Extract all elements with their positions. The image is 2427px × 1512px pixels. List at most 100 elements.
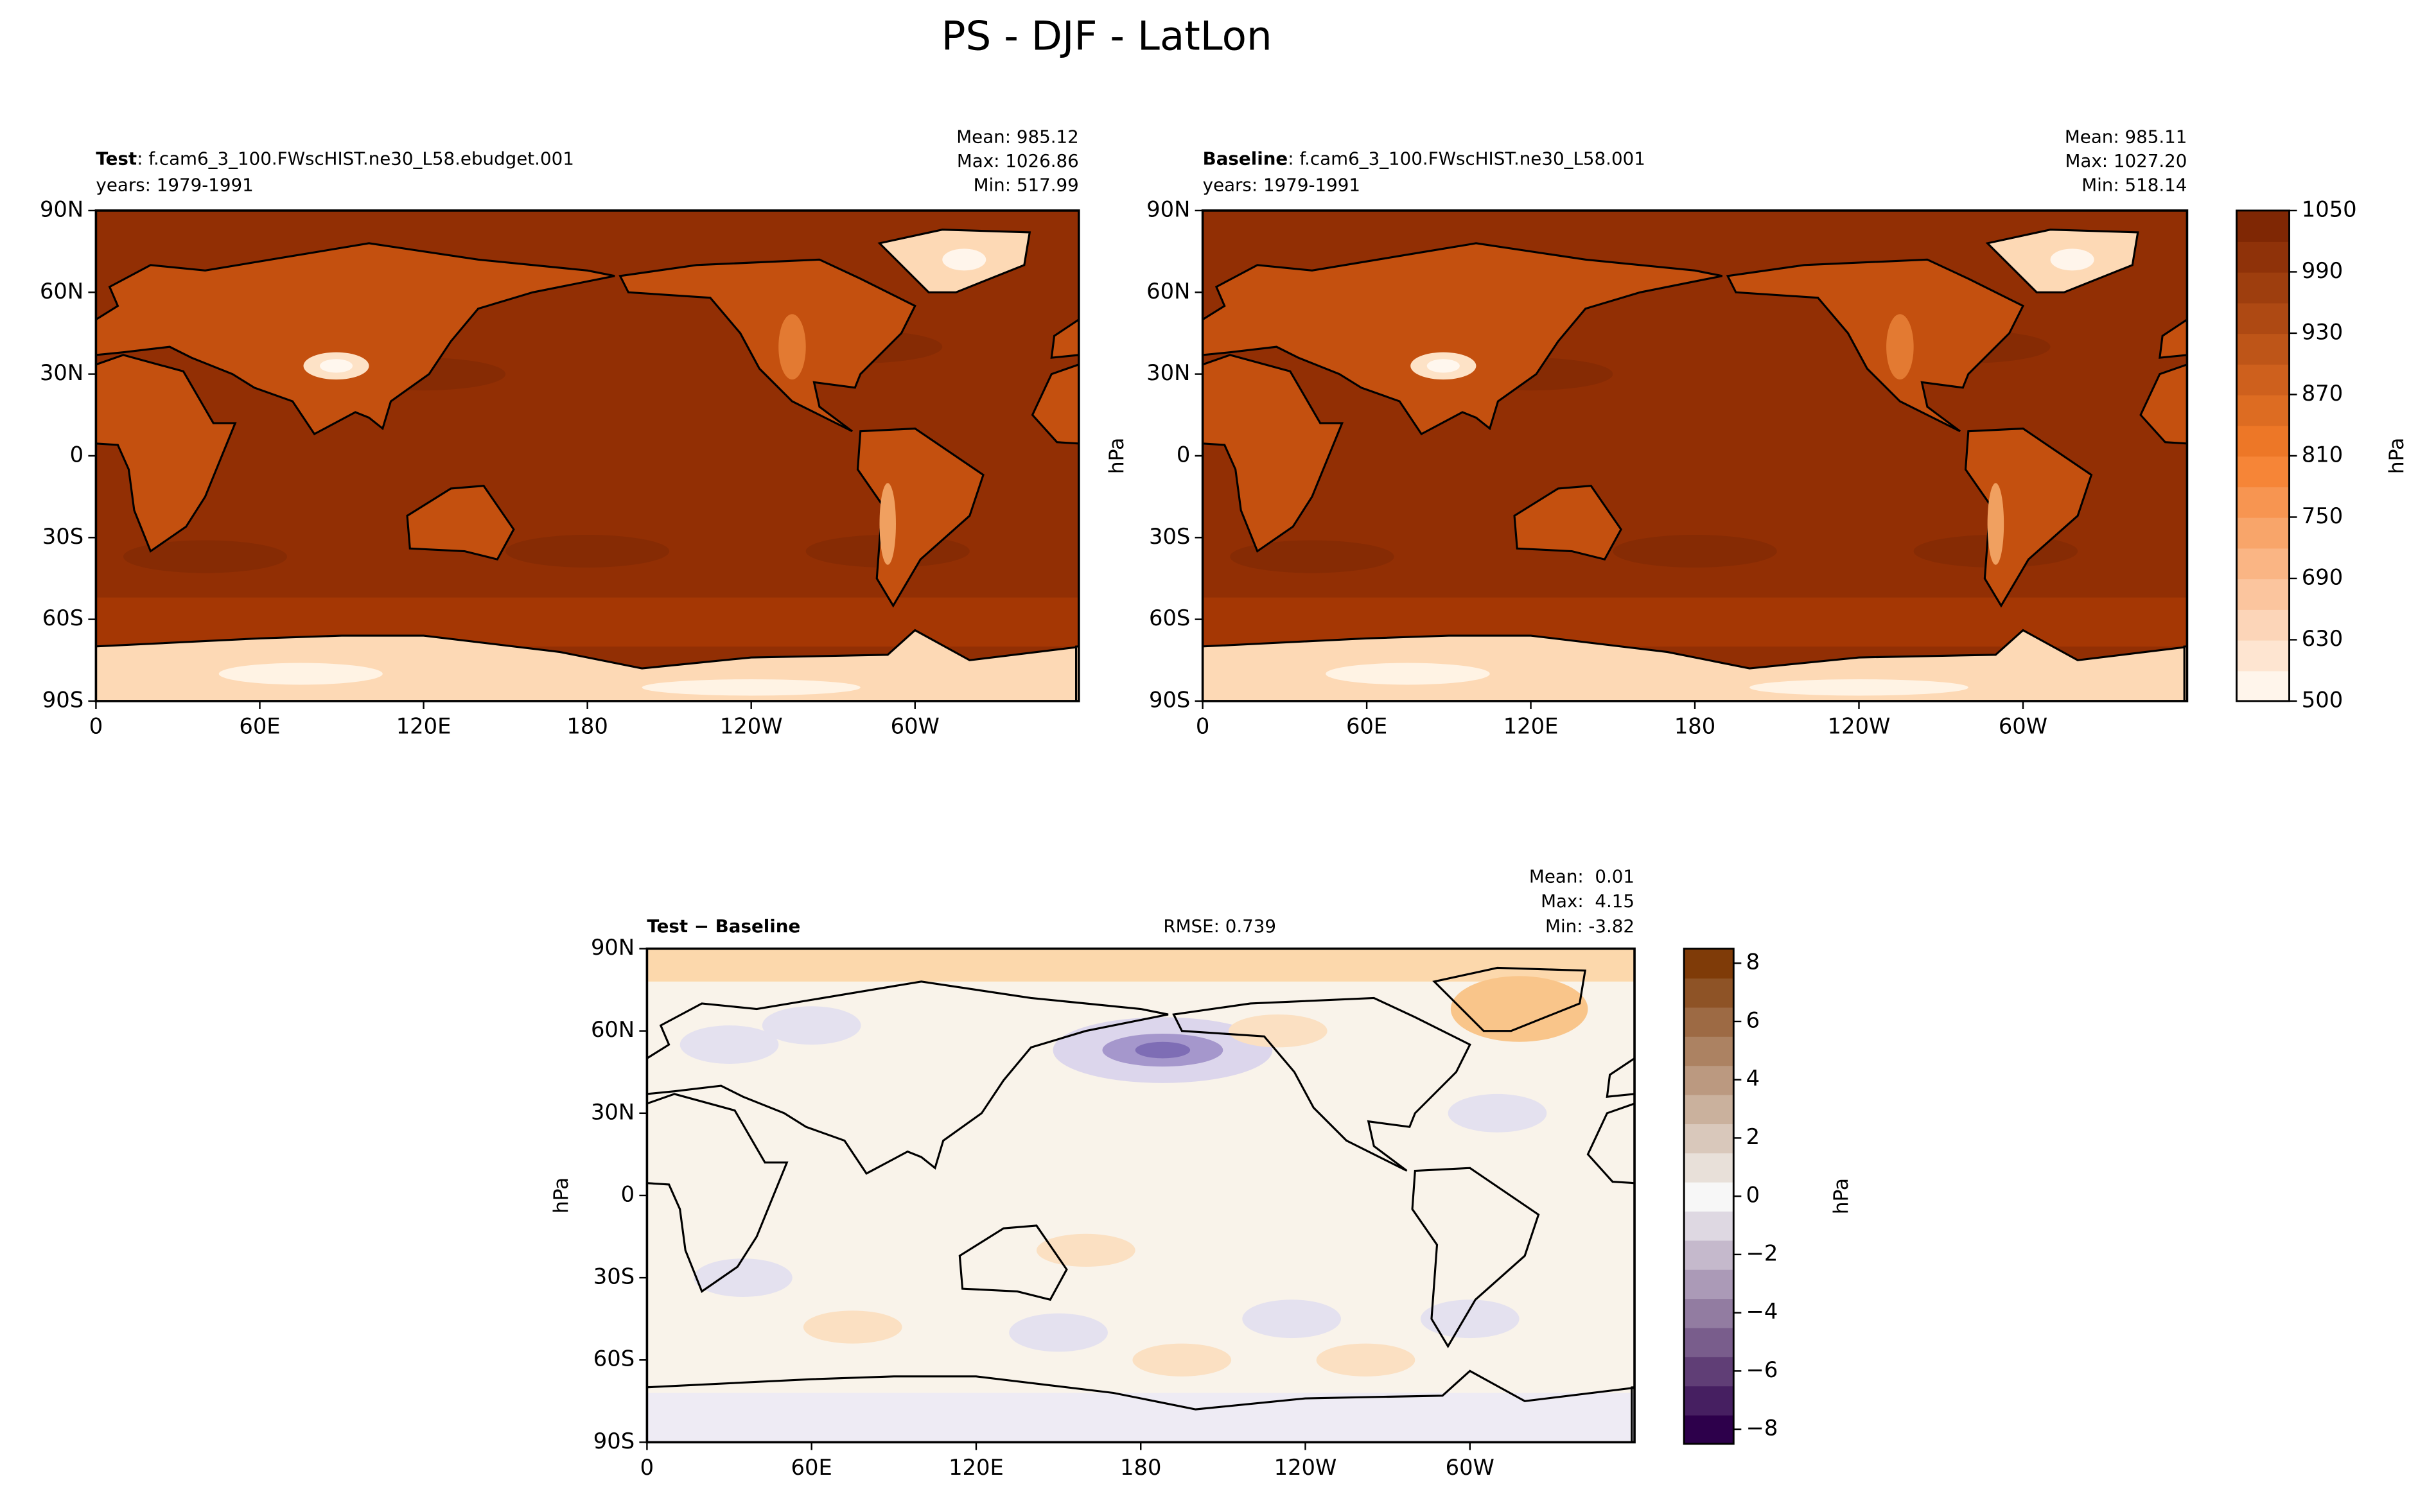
y-tick-label: 60S (593, 1346, 635, 1371)
panel-label-case: : f.cam6_3_100.FWscHIST.ne30_L58.ebudget… (137, 148, 574, 169)
contour-field (2050, 248, 2094, 271)
coastline (1172, 996, 1471, 1172)
coastline (647, 980, 1169, 1175)
colorbar-tick-label: 870 (2302, 381, 2343, 406)
colorbar-segment (1684, 977, 1734, 1008)
colorbar-segment (2236, 272, 2290, 304)
map-area (647, 948, 2055, 1443)
y-tick-label: 30S (42, 524, 83, 549)
colorbar-tick-label: 4 (1746, 1066, 1760, 1091)
colorbar-segment (1684, 1007, 1734, 1037)
y-tick-label: 60N (40, 279, 83, 304)
contour-field (1987, 483, 2004, 565)
colorbar-tick-label: 1050 (2302, 196, 2357, 222)
colorbar-tick-label: −6 (1746, 1357, 1778, 1382)
colorbar-segment (1684, 1036, 1734, 1066)
y-tick-label: 90S (1149, 687, 1190, 712)
x-tick-label: 60E (239, 713, 280, 738)
colorbar-segment (2236, 210, 2290, 242)
y-tick-label: 0 (1177, 442, 1190, 467)
coastline (96, 354, 237, 553)
y-axis-label: hPa (550, 1177, 573, 1214)
y-tick-label: 60S (42, 605, 83, 630)
figure-title: PS - DJF - LatLon (942, 13, 1272, 60)
colorbar-segment (2236, 241, 2290, 273)
colorbar-segment (1684, 1356, 1734, 1387)
map-panel: 0 60E 120E 180 120W 60W 90S 60S 30S 0 30N 60N 90N hPa… (550, 866, 2055, 1480)
x-tick-label: 120E (396, 713, 451, 738)
colorbar-segment (2236, 639, 2290, 672)
colorbar-tick-label: 0 (1746, 1183, 1760, 1208)
panel-stat: Min: 518.14 (2081, 174, 2187, 195)
colorbar-tick-label: −2 (1746, 1240, 1778, 1265)
panel-label-name: Baseline (1203, 148, 1288, 169)
colorbar-segment (2236, 548, 2290, 580)
contour-field (1426, 359, 1460, 373)
coastline (1031, 363, 1079, 445)
colorbar-segment (1684, 1181, 1734, 1212)
colorbar-tick-label: 630 (2302, 626, 2343, 651)
coastline (1050, 318, 1079, 359)
coastline (2139, 363, 2187, 445)
coastline (1202, 354, 1344, 553)
panel-years: years: 1979-1991 (96, 174, 253, 195)
x-tick-label: 120W (720, 713, 783, 738)
colorbar-segment (1684, 1152, 1734, 1183)
colorbar-segment (1684, 1269, 1734, 1299)
contour-field (320, 359, 353, 373)
contour-field (1316, 1343, 1415, 1377)
panel-stat: Mean: 0.01 (1529, 866, 1634, 887)
y-tick-label: 90N (40, 196, 83, 222)
x-tick-label: 180 (1120, 1455, 1161, 1480)
colorbar-segment (2236, 394, 2290, 426)
coastline (647, 1369, 1635, 1411)
y-tick-label: 30S (1149, 524, 1190, 549)
x-tick-label: 120W (1828, 713, 1891, 738)
contour-field (1009, 1313, 1108, 1352)
contour-field (505, 535, 670, 568)
panel-label: Test: f.cam6_3_100.FWscHIST.ne30_L58.ebu… (96, 148, 574, 169)
colorbar-segment (2236, 302, 2290, 335)
colorbar-segment (1684, 1123, 1734, 1154)
coastline (1411, 1167, 1540, 1348)
colorbar-tick-label: −4 (1746, 1299, 1778, 1324)
panel-label: Baseline: f.cam6_3_100.FWscHIST.ne30_L58… (1203, 148, 1645, 169)
coastline (96, 242, 615, 436)
y-tick-label: 90N (591, 935, 635, 960)
y-tick-label: 30N (591, 1099, 635, 1124)
contour-field (694, 1258, 793, 1297)
colorbar-tick-label: 930 (2302, 319, 2343, 344)
colorbar-segment (2236, 486, 2290, 518)
contour-field (1749, 679, 1968, 696)
colorbar-tick-label: 6 (1746, 1007, 1760, 1032)
y-axis-label: hPa (1105, 438, 1128, 474)
coastline (1947, 1226, 2055, 1299)
contour-field (1230, 540, 1394, 573)
x-tick-label: 0 (1196, 713, 1209, 738)
panel-stat: Max: 1027.20 (2065, 150, 2187, 171)
panel-stat: Mean: 985.12 (956, 126, 1079, 148)
colorbar-tick-label: 690 (2302, 564, 2343, 589)
contour-field (1132, 1343, 1232, 1377)
contour-field (1326, 663, 1490, 685)
y-tick-label: 0 (70, 442, 83, 467)
x-tick-label: 60W (891, 713, 940, 738)
colorbar-segment (1684, 1327, 1734, 1357)
map-area (96, 210, 1079, 701)
y-tick-label: 30N (1146, 360, 1190, 385)
panel-years: years: 1979-1991 (1203, 174, 1360, 195)
contour-field (879, 483, 896, 565)
colorbar-segment (2236, 455, 2290, 487)
contour-field (642, 679, 861, 696)
contour-field (1886, 314, 1914, 380)
colorbar-segment (1684, 1094, 1734, 1124)
map-panel: 0 60E 120E 180 120W 60W 90S 60S 30S 0 30N 60N 90N hPa… (1105, 126, 2408, 739)
colorbar-segment (1684, 1414, 1734, 1445)
y-tick-label: 30S (593, 1264, 635, 1289)
contour-field (647, 948, 1635, 982)
panel-label-name: Test (96, 148, 137, 169)
colorbar-segment (1684, 1386, 1734, 1416)
colorbar-label: hPa (2385, 438, 2408, 474)
colorbar-segment (1684, 1065, 1734, 1095)
